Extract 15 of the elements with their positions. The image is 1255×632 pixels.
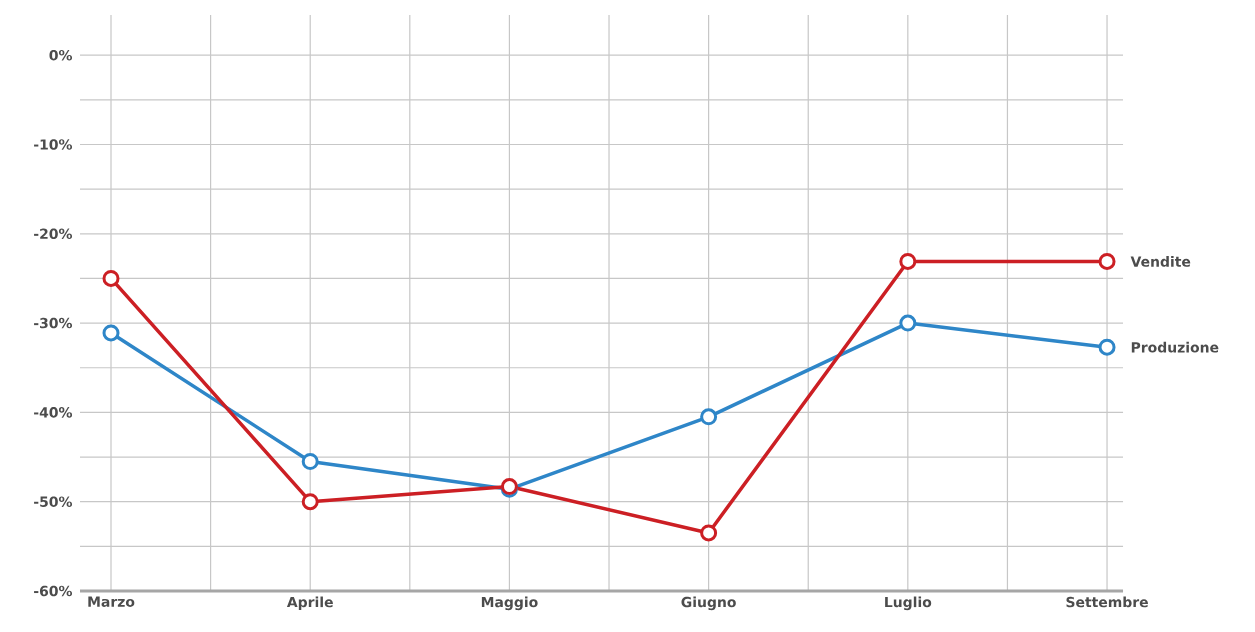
x-tick-label: Marzo <box>88 596 135 607</box>
x-tick-label: Aprile <box>286 596 333 611</box>
y-tick-label: -30% <box>34 317 73 329</box>
y-tick-label: -50% <box>34 496 73 507</box>
x-tick-label: Maggio <box>481 596 538 611</box>
series-label: Produzione <box>1131 341 1219 353</box>
y-tick-label: 0% <box>49 49 73 61</box>
x-tick-label: Giugno <box>681 596 736 611</box>
y-tick-label: -10% <box>34 139 73 150</box>
y-tick-label: -20% <box>34 228 73 240</box>
x-tick-label: Settembre <box>1066 596 1148 608</box>
y-tick-label: -60% <box>34 585 73 597</box>
x-tick-label: Luglio <box>885 596 932 611</box>
y-tick-label: -40% <box>34 407 73 418</box>
series-label: Vendite <box>1130 256 1191 267</box>
